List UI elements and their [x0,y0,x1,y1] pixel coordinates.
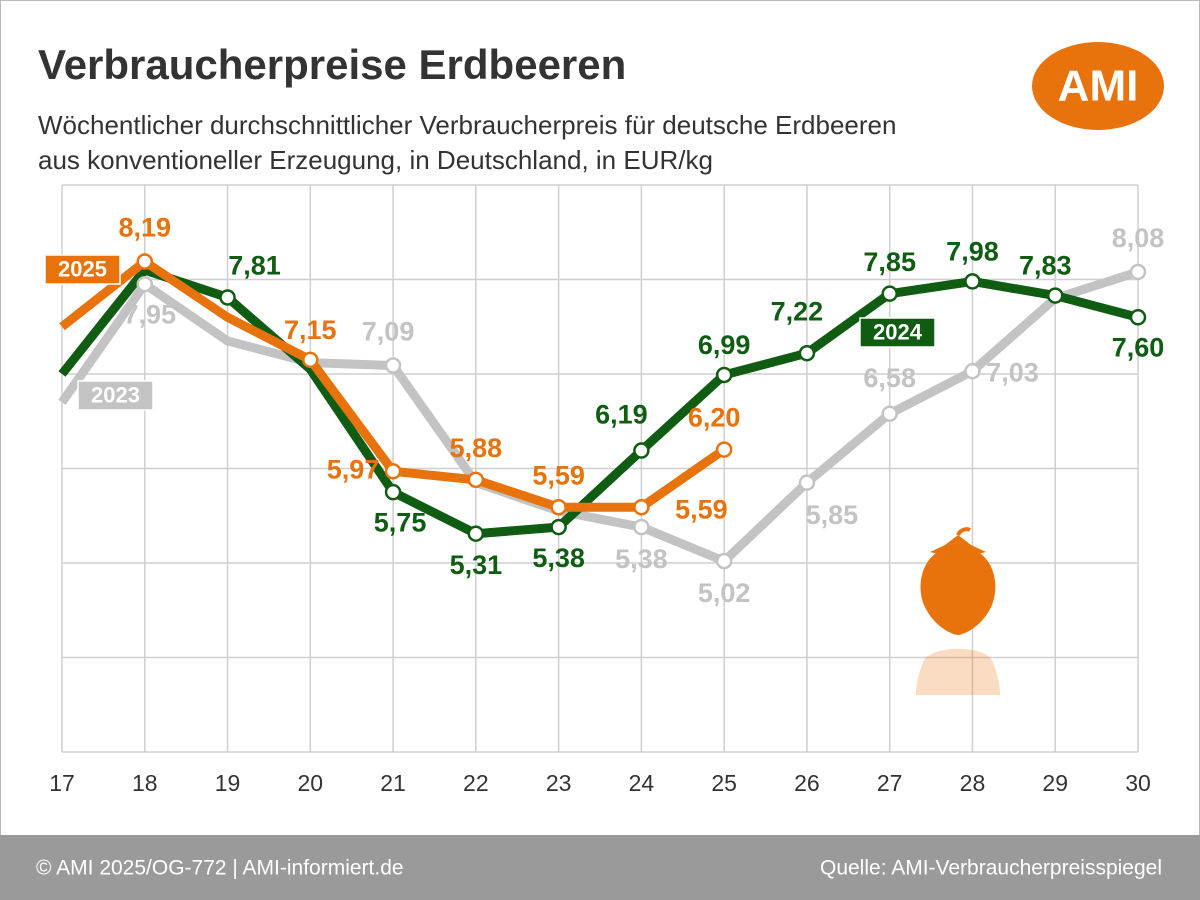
point-marker [1129,263,1147,281]
legend-label: 2024 [873,319,923,344]
x-tick-label: 27 [877,770,903,796]
legend-box [77,380,154,411]
x-tick-label: 28 [960,770,986,796]
x-tick-label: 22 [463,770,489,796]
data-label: 5,97 [327,454,380,484]
x-tick-label: 26 [794,770,820,796]
data-label: 7,83 [1019,251,1072,281]
data-label: 8,19 [118,213,171,243]
point-marker [798,344,816,362]
data-label: 7,60 [1112,332,1165,362]
footer-right: Quelle: AMI-Verbraucherpreisspiegel [820,857,1162,880]
point-marker [136,275,154,293]
plot: 17 18 19 20 21 22 23 24 25 26 27 28 29 30 7,95 7,09 5,38… [44,184,1165,796]
point-marker [136,253,154,270]
data-label: 5,38 [532,543,585,573]
x-tick-label: 24 [629,770,655,796]
x-tick-label: 19 [215,770,241,796]
data-label: 7,85 [863,247,916,277]
logo-text: AMI [1058,62,1139,111]
subtitle: aus konventioneller Erzeugung, in Deutsc… [38,145,713,175]
point-marker [1046,287,1064,304]
point-marker [302,351,319,369]
point-marker [798,474,816,491]
legend-box [44,254,121,285]
data-label: 7,98 [946,237,999,267]
data-label: 7,15 [284,315,337,345]
x-tick-label: 23 [546,770,572,796]
subtitle: Wöchentlicher durchschnittlicher Verbrau… [38,110,896,140]
footer-left: © AMI 2025/OG-772 | AMI-informiert.de [36,857,404,880]
x-tick-label: 20 [298,770,324,796]
data-label: 5,59 [532,460,585,490]
logo [1032,42,1164,130]
point-marker [633,442,650,459]
point-marker [881,285,898,302]
data-label: 5,88 [450,433,503,463]
point-marker [550,498,567,516]
data-label: 6,58 [863,363,916,393]
x-tick-label: 25 [711,770,737,796]
point-marker [715,441,733,458]
data-label: 8,08 [1112,223,1165,253]
data-label: 7,81 [228,251,281,281]
x-tick-label: 21 [380,770,406,796]
legend-label: 2023 [91,382,140,407]
series-line [58,265,1140,539]
series-line [58,267,1140,566]
x-tick-label: 29 [1042,770,1068,796]
chart-title: Verbraucherpreise Erdbeeren [38,41,626,88]
footer-bar [0,835,1200,900]
x-tick-label: 30 [1125,770,1151,796]
point-marker [881,405,898,422]
legend-label: 2025 [58,256,107,281]
data-label: 6,19 [595,400,648,430]
point-marker [633,518,650,536]
point-marker [467,525,485,542]
point-marker [964,273,981,290]
point-marker [715,552,733,570]
strawberry-icon [916,527,1000,695]
point-marker [1129,309,1147,326]
point-marker [715,366,733,384]
data-label: 5,02 [698,578,751,608]
x-tick-label: 18 [132,770,158,796]
data-label: 7,95 [123,299,176,329]
data-label: 5,31 [450,550,503,580]
legend-box [859,317,936,348]
data-label: 5,85 [806,500,859,530]
point-marker [219,289,236,306]
data-label: 5,38 [615,544,668,574]
point-marker [633,498,650,516]
data-label: 6,20 [688,403,741,433]
data-label: 7,22 [771,296,824,326]
data-label: 5,75 [374,507,427,537]
data-label: 7,09 [362,317,415,347]
point-marker [384,357,402,374]
data-label: 7,03 [986,357,1039,387]
data-label: 6,99 [698,330,751,360]
x-tick-label: 17 [49,770,75,796]
point-marker [384,483,402,501]
point-marker [467,471,485,489]
point-marker [384,463,402,480]
point-marker [964,362,981,380]
data-label: 5,59 [675,494,728,524]
point-marker [550,518,567,536]
